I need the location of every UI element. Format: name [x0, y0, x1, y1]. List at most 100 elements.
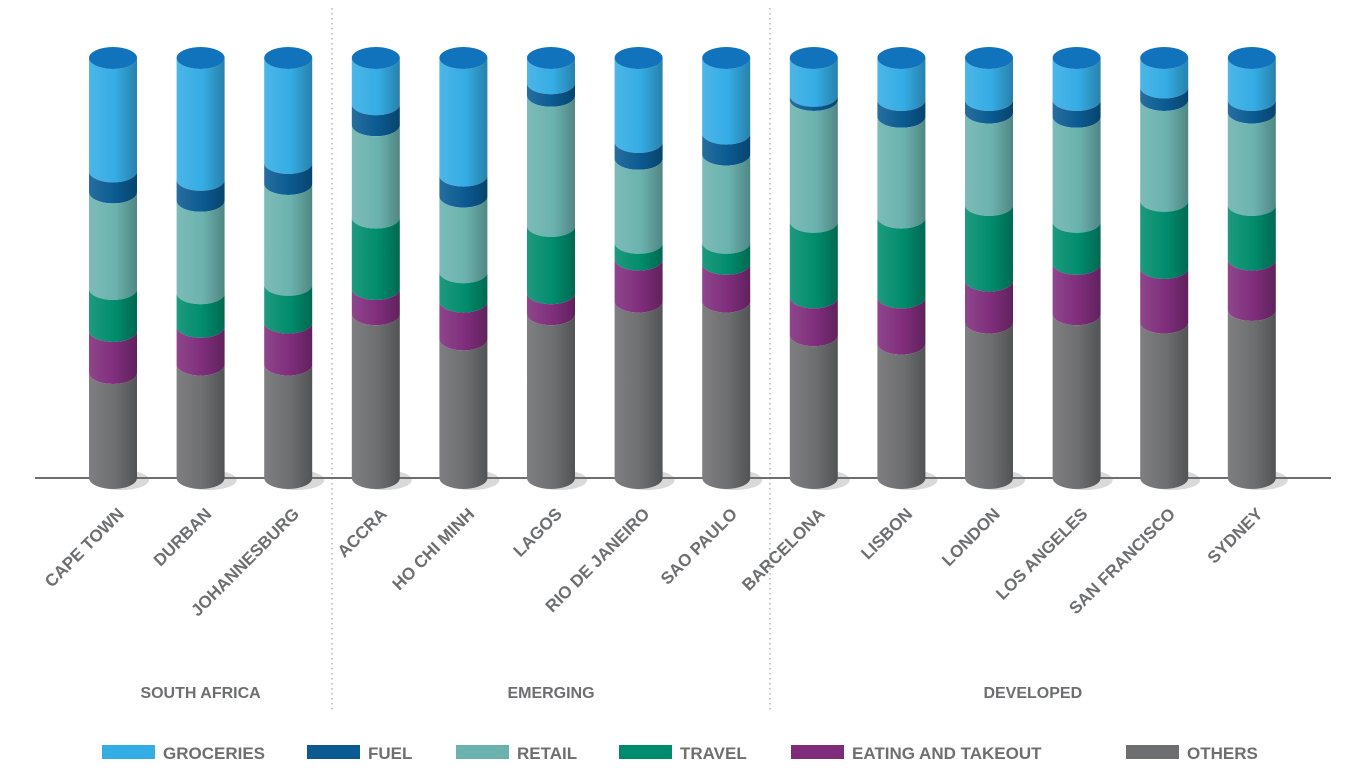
bar-segment-eating-and-takeout	[1052, 263, 1101, 326]
bar-segment-others	[877, 343, 926, 490]
group-label: DEVELOPED	[983, 685, 1082, 702]
bar-segment-retail	[789, 100, 838, 233]
bar-top-cap	[439, 47, 488, 69]
bar-segment-others	[789, 335, 838, 490]
bar-segment-eating-and-takeout	[614, 259, 663, 313]
bar-san-francisco	[1140, 47, 1189, 490]
bar-segment-eating-and-takeout	[1227, 259, 1276, 322]
bar-segment-groceries	[527, 58, 575, 95]
legend-item-travel: TRAVEL	[619, 744, 747, 763]
bar-segment-fuel	[702, 133, 751, 166]
bar-segment-groceries	[264, 58, 313, 174]
bar-segment-fuel	[527, 83, 575, 107]
legend-item-fuel: FUEL	[307, 744, 412, 763]
bar-top-cap	[1052, 47, 1101, 69]
bar-segment-fuel	[264, 163, 313, 196]
x-tick-label: LONDON	[938, 504, 1004, 570]
legend-label: RETAIL	[517, 744, 577, 763]
bar-segment-eating-and-takeout	[264, 322, 313, 376]
bar-segment-retail	[351, 125, 400, 229]
bar-segment-others	[351, 314, 400, 490]
bar-segment-others	[1052, 314, 1101, 490]
bar-segment-fuel	[877, 100, 926, 128]
bar-segment-travel	[527, 226, 575, 305]
x-tick-label: LAGOS	[510, 504, 566, 560]
bar-johannesburg	[264, 47, 313, 490]
bar-segment-groceries	[877, 58, 926, 111]
bar-segment-fuel	[1227, 100, 1276, 124]
bar-top-cap	[89, 47, 137, 69]
bar-segment-retail	[1227, 112, 1276, 216]
group-label: EMERGING	[507, 685, 594, 702]
legend-swatch	[307, 745, 360, 759]
bar-segment-eating-and-takeout	[176, 326, 225, 376]
bar-segment-groceries	[702, 58, 751, 145]
bar-segment-retail	[89, 192, 137, 300]
bar-segment-groceries	[789, 58, 838, 107]
bar-segment-fuel	[789, 95, 838, 111]
bar-segment-travel	[89, 289, 137, 342]
bar-cape-town	[89, 47, 137, 489]
bar-segment-others	[176, 364, 225, 490]
bar-segment-retail	[614, 158, 663, 254]
x-tick-label: CAPE TOWN	[41, 504, 128, 591]
bar-segment-eating-and-takeout	[439, 301, 488, 351]
bar-top-cap	[1140, 47, 1189, 69]
bar-segment-retail	[527, 95, 575, 237]
bar-segment-eating-and-takeout	[351, 289, 400, 326]
bar-top-cap	[965, 47, 1013, 69]
legend-item-retail: RETAIL	[456, 744, 577, 763]
bar-segment-travel	[439, 272, 488, 313]
bar-sydney	[1227, 47, 1276, 490]
bar-segment-groceries	[351, 58, 400, 116]
bar-segment-others	[702, 301, 751, 490]
bar-segment-travel	[877, 217, 926, 309]
bar-segment-travel	[176, 293, 225, 338]
bar-segment-travel	[614, 242, 663, 271]
bar-segment-eating-and-takeout	[877, 297, 926, 355]
bar-top-cap	[176, 47, 225, 69]
bar-segment-groceries	[965, 58, 1013, 111]
x-tick-label: SYDNEY	[1204, 504, 1267, 567]
bar-segment-fuel	[965, 100, 1013, 124]
bar-segment-eating-and-takeout	[789, 297, 838, 347]
legend-label: GROCERIES	[163, 744, 265, 763]
legend-item-others: OTHERS	[1126, 744, 1258, 763]
legend-item-eating-and-takeout: EATING AND TAKEOUT	[791, 744, 1042, 763]
bar-sao-paulo	[702, 47, 751, 490]
legend-label: FUEL	[368, 744, 412, 763]
bar-segment-retail	[1052, 116, 1101, 233]
x-tick-label: BARCELONA	[738, 504, 828, 594]
bar-segment-eating-and-takeout	[702, 263, 751, 313]
bar-segment-groceries	[1140, 58, 1189, 99]
group-label: SOUTH AFRICA	[140, 685, 261, 702]
bar-segment-groceries	[439, 58, 488, 187]
bar-accra	[351, 47, 400, 490]
bar-segment-retail	[877, 116, 926, 229]
bar-segment-travel	[965, 205, 1013, 292]
bar-top-cap	[527, 47, 575, 69]
bar-top-cap	[264, 47, 313, 69]
x-tick-label: HO CHI MINH	[389, 504, 479, 594]
legend-label: OTHERS	[1187, 744, 1258, 763]
legend-swatch	[102, 745, 155, 759]
bar-segment-travel	[1227, 205, 1276, 271]
bar-segment-others	[89, 373, 137, 489]
legend-swatch	[791, 745, 844, 759]
bar-top-cap	[614, 47, 663, 69]
bar-segment-groceries	[1052, 58, 1101, 111]
legend-swatch	[619, 745, 672, 759]
bar-top-cap	[351, 47, 400, 69]
bar-segment-fuel	[176, 179, 225, 212]
bar-segment-fuel	[439, 175, 488, 208]
bar-segment-others	[614, 301, 663, 490]
bar-lagos	[527, 47, 575, 489]
bar-segment-eating-and-takeout	[89, 331, 137, 384]
bar-segment-groceries	[89, 58, 137, 183]
bar-top-cap	[1227, 47, 1276, 69]
bar-segment-travel	[789, 221, 838, 309]
legend-swatch	[456, 745, 509, 759]
bar-segment-retail	[176, 200, 225, 305]
bar-segment-fuel	[614, 142, 663, 170]
